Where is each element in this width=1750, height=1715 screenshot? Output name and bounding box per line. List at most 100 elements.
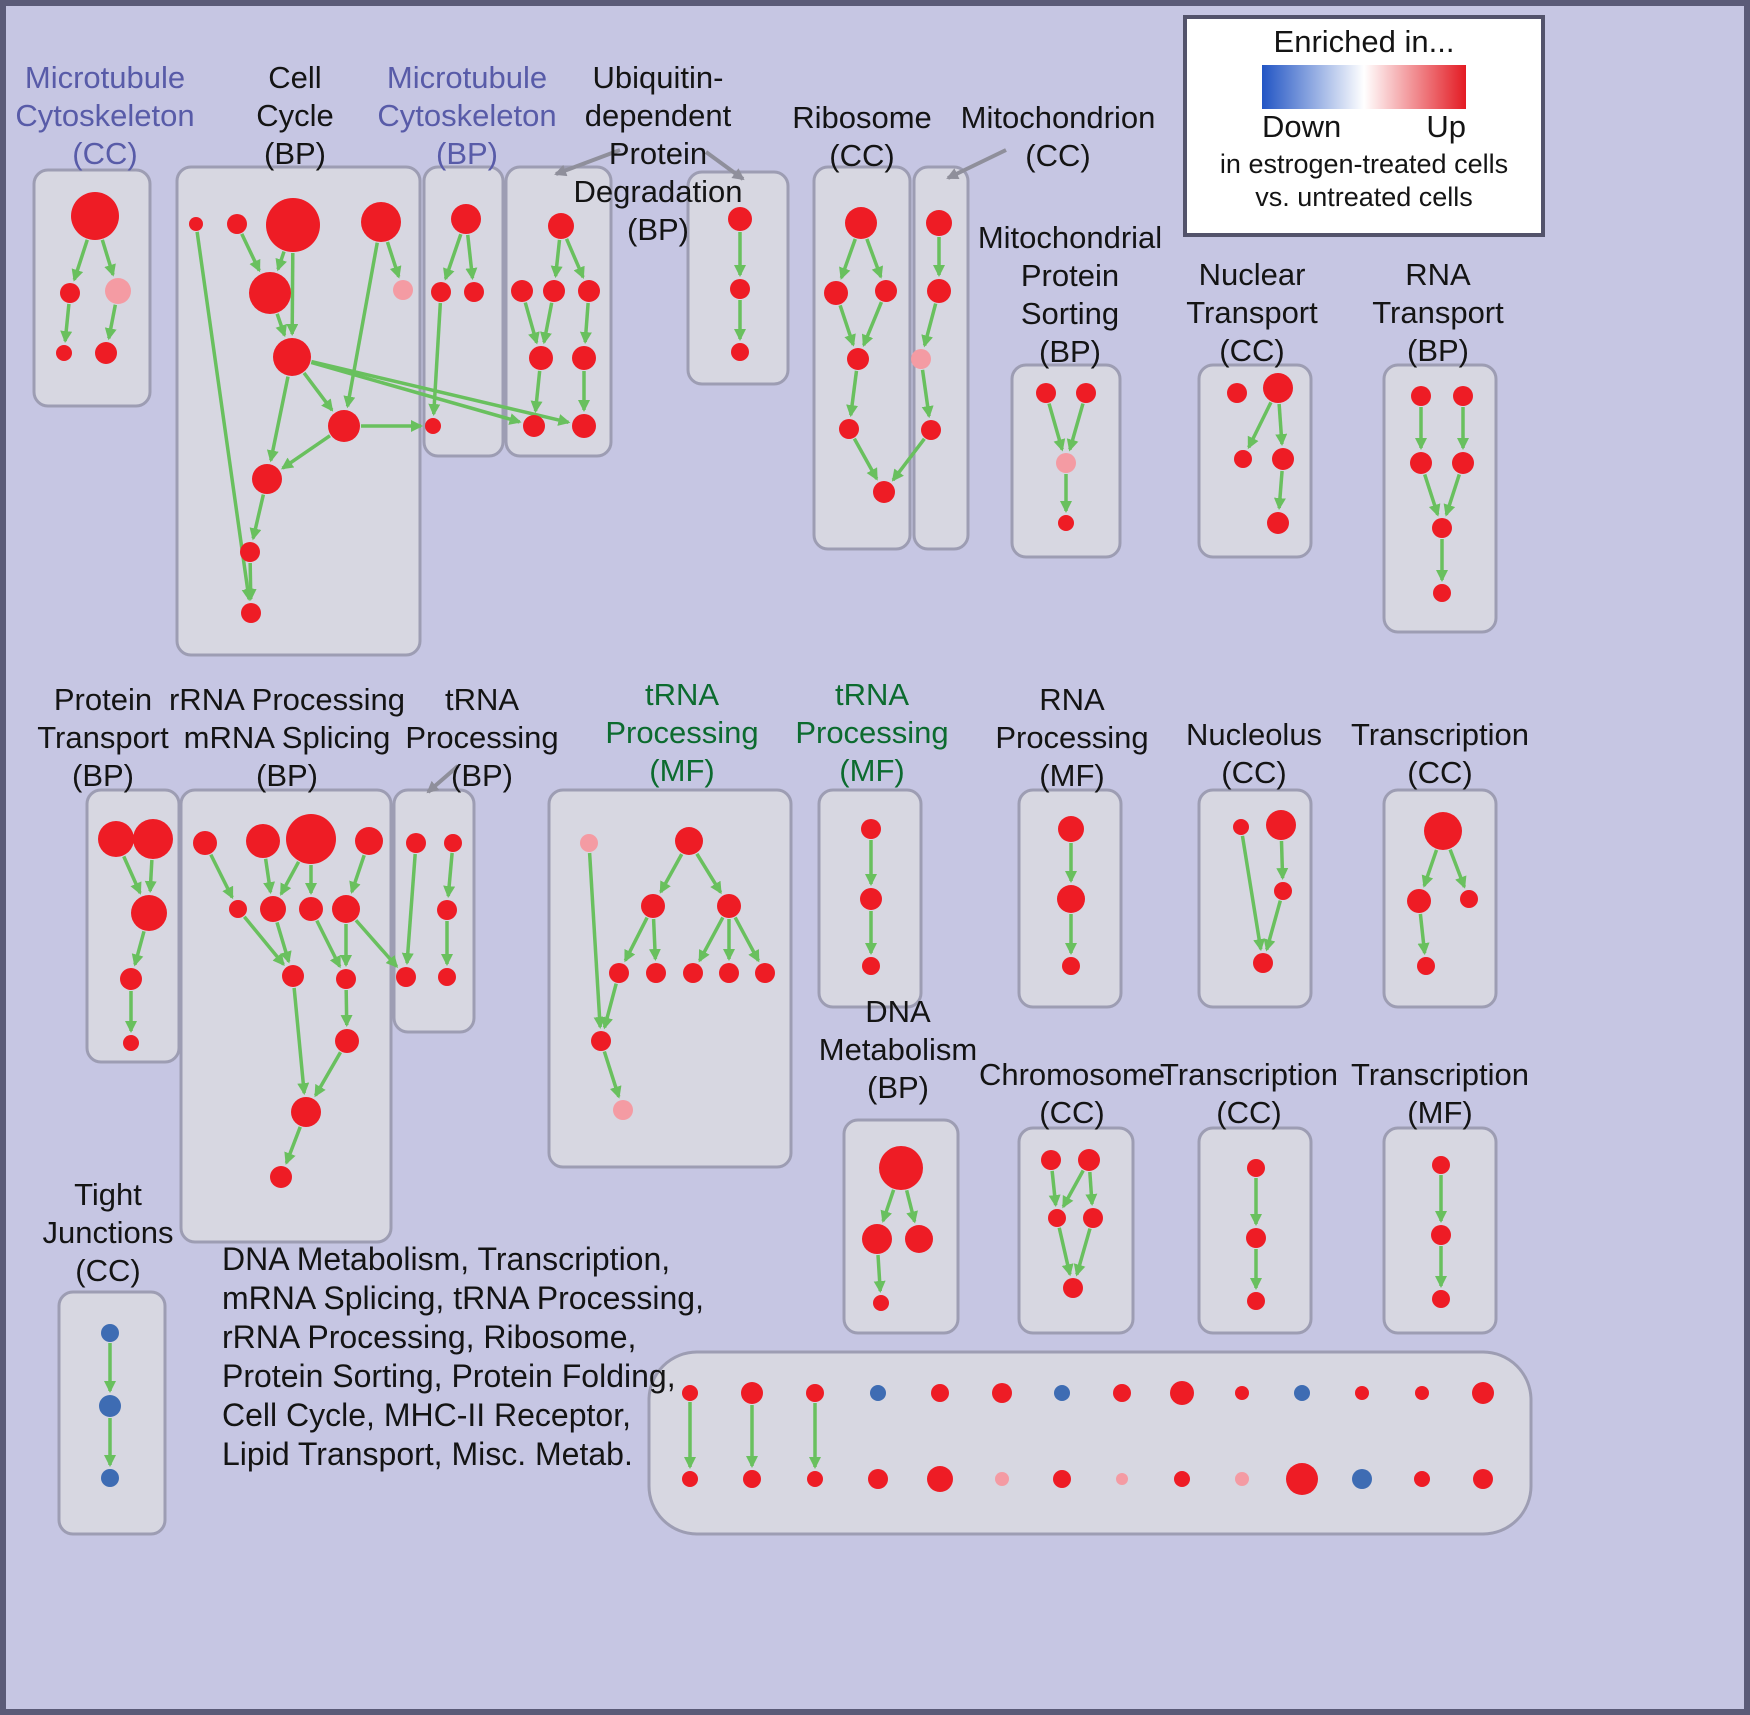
rrna-processing-mrna-splicing-bp-node-11 [291, 1097, 321, 1127]
microtubule-cytoskeleton-bp-label: Microtubule Cytoskeleton (BP) [377, 60, 556, 171]
ubiquitin-degradation-bp-edge-5 [530, 370, 543, 414]
trna-processing-mf-large-edge-6 [733, 916, 760, 963]
rrna-processing-mrna-splicing-bp-node-10 [335, 1029, 359, 1053]
chromosome-cc-node-4 [1063, 1278, 1083, 1298]
protein-transport-bp-node-0 [98, 821, 134, 857]
cell-cycle-bp-edge-7 [266, 376, 290, 463]
protein-transport-bp-edge-0 [122, 855, 142, 895]
microtubule-cytoskeleton-cc-node-0 [71, 192, 119, 240]
transcription-cc-2-node-2 [1247, 1292, 1265, 1310]
cross-cluster-edge-3 [891, 437, 926, 482]
mixed-functions-node-7 [1113, 1384, 1131, 1402]
mixed-functions-node-24 [1286, 1463, 1318, 1495]
transcription-cc-1-edge-2 [1417, 913, 1430, 956]
cross-cluster-edge-0 [310, 360, 522, 425]
rna-transport-bp-node-2 [1410, 452, 1432, 474]
mixed-functions-node-1 [741, 1382, 763, 1404]
ubiquitin-degradation-bp-node-4 [529, 346, 553, 370]
microtubule-cytoskeleton-bp-box [422, 165, 505, 458]
mixed-functions-node-14 [682, 1471, 698, 1487]
rna-transport-bp-edge-2 [1423, 473, 1441, 517]
chromosome-cc-edge-3 [1057, 1227, 1074, 1277]
dna-metabolism-bp-node-1 [862, 1224, 892, 1254]
trna-processing-mf-large-edge-9 [602, 1050, 622, 1099]
nucleolus-cc-edge-2 [1240, 835, 1266, 952]
ubiquitin-degradation-bp-node-5 [572, 346, 596, 370]
trna-processing-mf-large-edge-8 [601, 983, 618, 1030]
ubiquitin-degradation-bp-node-3 [578, 280, 600, 302]
nucleolus-cc-node-0 [1233, 819, 1249, 835]
trna-processing-mf-small-label: tRNA Processing (MF) [795, 677, 948, 788]
rrna-processing-mrna-splicing-bp-node-3 [355, 827, 383, 855]
cell-cycle-bp-edge-6 [302, 371, 334, 412]
trna-processing-mf-large-edge-3 [648, 918, 661, 962]
nuclear-transport-cc-node-3 [1272, 448, 1294, 470]
mixed-functions-node-17 [868, 1469, 888, 1489]
microtubule-cytoskeleton-bp-edge-2 [428, 302, 443, 417]
tight-junctions-cc-node-2 [101, 1469, 119, 1487]
mixed-functions-node-27 [1473, 1469, 1493, 1489]
rrna-processing-mrna-splicing-bp-node-1 [246, 824, 280, 858]
ribosome-cc-node-0 [845, 207, 877, 239]
transcription-cc-2-node-1 [1246, 1228, 1266, 1248]
trna-processing-mf-large-node-3 [717, 894, 741, 918]
microtubule-cytoskeleton-bp-node-2 [464, 282, 484, 302]
label-pointer-arrow-3 [426, 764, 460, 794]
ribosome-cc-edge-0 [839, 238, 857, 280]
transcription-mf-node-0 [1432, 1156, 1450, 1174]
mitochondrial-protein-sorting-bp-edge-0 [1047, 403, 1066, 452]
ubiquitin-degradation-bp-node-7 [572, 414, 596, 438]
microtubule-cytoskeleton-cc-label: Microtubule Cytoskeleton (CC) [15, 60, 194, 171]
legend-down-label: Down [1262, 109, 1342, 144]
nucleolus-cc-node-2 [1274, 882, 1292, 900]
annotation-line: Protein Sorting, Protein Folding, [222, 1358, 676, 1394]
trna-processing-mf-large-node-8 [755, 963, 775, 983]
ribosome-cc-label: Ribosome (CC) [792, 100, 932, 173]
rrna-processing-mrna-splicing-bp-node-2 [286, 814, 336, 864]
trna-processing-mf-large-edge-1 [695, 852, 723, 895]
mitochondrion-cc-label: Mitochondrion (CC) [961, 100, 1156, 173]
mitochondrion-cc-node-0 [926, 210, 952, 236]
nuclear-transport-cc-box [1197, 363, 1313, 559]
trna-processing-bp-node-3 [396, 967, 416, 987]
ribosome-cc-node-2 [875, 280, 897, 302]
rrna-processing-mrna-splicing-bp-node-4 [229, 900, 247, 918]
transcription-cc-1-node-1 [1407, 889, 1431, 913]
label-pointer-arrow-2 [946, 148, 1007, 180]
nucleolus-cc-label: Nucleolus (CC) [1186, 717, 1322, 790]
mixed-functions-node-8 [1170, 1381, 1194, 1405]
cell-cycle-bp-node-6 [273, 338, 311, 376]
legend-subtitle-line2: vs. untreated cells [1255, 182, 1473, 212]
chromosome-cc-node-1 [1078, 1149, 1100, 1171]
trna-processing-bp-edge-0 [401, 853, 417, 966]
microtubule-cytoskeleton-bp-edge-1 [465, 234, 478, 281]
cell-cycle-bp-node-3 [361, 202, 401, 242]
rrna-processing-mrna-splicing-bp-node-12 [270, 1166, 292, 1188]
chromosome-cc-node-0 [1041, 1150, 1061, 1170]
dna-metabolism-bp-label: DNA Metabolism (BP) [819, 994, 978, 1105]
transcription-mf-label: Transcription (MF) [1351, 1057, 1529, 1130]
rrna-processing-mrna-splicing-bp-node-7 [332, 895, 360, 923]
transcription-cc-1-box [1382, 788, 1498, 1009]
trna-processing-bp-node-4 [438, 968, 456, 986]
cell-cycle-bp-label: Cell Cycle (BP) [256, 60, 334, 171]
nucleolus-cc-edge-0 [1276, 840, 1289, 881]
trna-processing-mf-small-node-1 [860, 888, 882, 910]
microtubule-cytoskeleton-cc-edge-3 [104, 304, 118, 341]
microtubule-cytoskeleton-bp-node-3 [425, 418, 441, 434]
rna-transport-bp-edge-3 [1443, 473, 1461, 517]
cell-cycle-bp-box [175, 165, 422, 657]
mitochondrial-protein-sorting-bp-node-2 [1056, 453, 1076, 473]
trna-processing-bp-label: tRNA Processing (BP) [405, 682, 558, 793]
trna-processing-bp-node-2 [437, 900, 457, 920]
tight-junctions-cc-label: Tight Junctions (CC) [43, 1177, 174, 1288]
ribosome-cc-node-5 [873, 481, 895, 503]
ribosome-cc-edge-3 [861, 301, 884, 347]
ubiquitin-degradation-bp-2-node-1 [730, 279, 750, 299]
rna-processing-mf-node-1 [1057, 885, 1085, 913]
microtubule-cytoskeleton-cc-node-4 [95, 342, 117, 364]
cell-cycle-bp-node-9 [240, 542, 260, 562]
ubiquitin-degradation-bp-edge-3 [540, 302, 554, 345]
transcription-cc-1-label: Transcription (CC) [1351, 717, 1529, 790]
dna-metabolism-bp-node-0 [879, 1146, 923, 1190]
